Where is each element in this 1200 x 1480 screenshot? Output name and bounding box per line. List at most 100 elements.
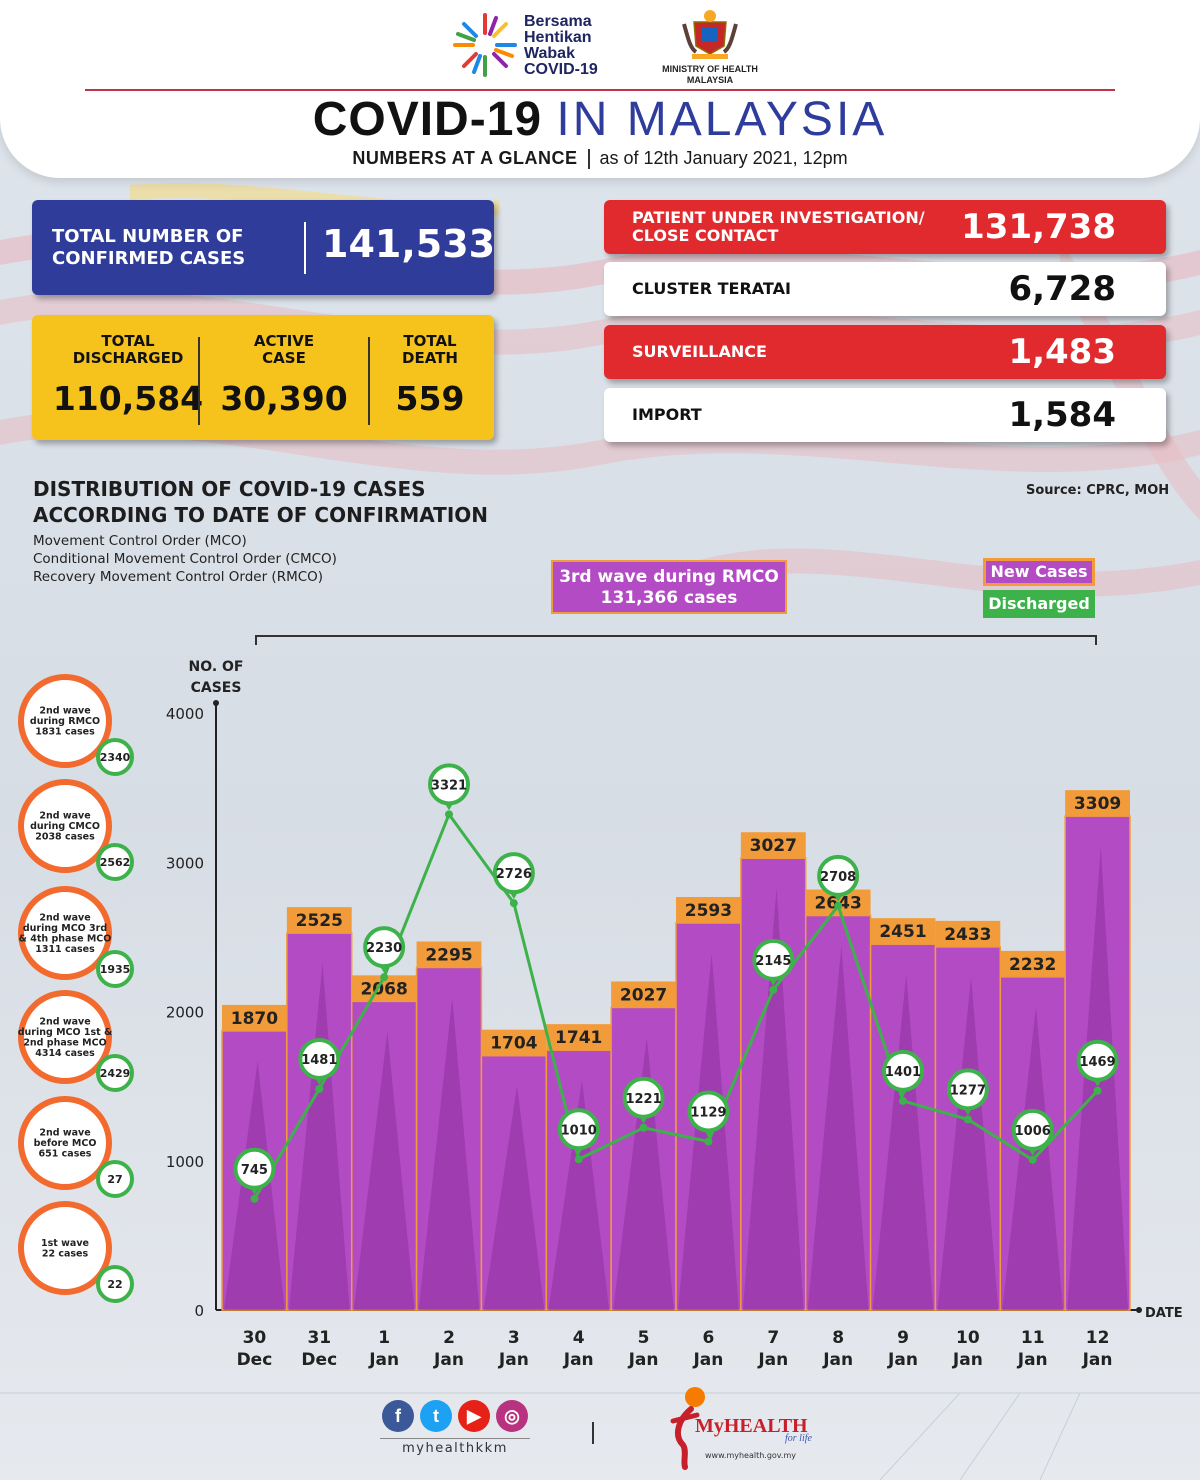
- wave-bubble-label: 1st wave 22 cases: [41, 1238, 89, 1260]
- wave-bubble: [18, 1201, 112, 1295]
- line-point: [963, 1115, 972, 1124]
- bersama-logo-text: Bersama Hentikan Wabak COVID-19: [524, 13, 598, 78]
- bar-value-label: 2525: [296, 911, 343, 931]
- twitter-icon[interactable]: t: [420, 1400, 452, 1432]
- bar-shade: [353, 1031, 415, 1310]
- wave-bubble: [18, 1096, 112, 1190]
- line-point: [509, 899, 518, 908]
- legend-new-cases: New Cases: [983, 558, 1095, 586]
- line-marker: [492, 852, 535, 895]
- death-label: TOTAL DEATH: [402, 332, 458, 367]
- status-stats-box: TOTAL DISCHARGED 110,584 ACTIVE CASE 30,…: [32, 315, 494, 440]
- bar-shade: [807, 945, 869, 1310]
- mco-notes: Movement Control Order (MCO) Conditional…: [33, 532, 337, 586]
- x-axis-end: [1136, 1307, 1142, 1313]
- y-tick-label: 3000: [166, 854, 204, 872]
- discharged-label: TOTAL DISCHARGED: [72, 332, 184, 367]
- line-marker: [882, 1049, 924, 1092]
- line-value-label: 1010: [561, 1123, 597, 1138]
- bar-value-label: 2593: [685, 901, 732, 921]
- wave-discharged-badge: [96, 1160, 134, 1198]
- line-value-label: 1277: [950, 1083, 986, 1098]
- line-point: [574, 1155, 583, 1164]
- wave-discharged-value: 27: [107, 1173, 122, 1186]
- bar-value-label: 2433: [944, 925, 991, 945]
- active-stat: ACTIVE CASE 30,390: [218, 332, 350, 419]
- wave-bubble: [18, 990, 112, 1084]
- line-value-label: 2708: [820, 870, 856, 885]
- bar-shade: [937, 976, 999, 1310]
- bar-value-label: 3027: [750, 836, 797, 856]
- line-value-label: 2230: [366, 941, 402, 956]
- x-tick-label: 4 Jan: [563, 1328, 594, 1370]
- bar-value-label-bg: [481, 1029, 547, 1056]
- wave-discharged-badge: [96, 738, 134, 776]
- line-marker: [622, 1076, 665, 1119]
- bar-value-label: 1741: [555, 1028, 602, 1048]
- line-value-label: 1469: [1079, 1055, 1115, 1070]
- line-value-label: 1129: [690, 1105, 726, 1120]
- line-marker: [1076, 1039, 1119, 1082]
- bersama-logo: Bersama Hentikan Wabak COVID-19: [450, 10, 625, 85]
- mco-note: Movement Control Order (MCO): [33, 533, 247, 549]
- line-point: [704, 1137, 713, 1146]
- wave-bubble-label: 2nd wave during MCO 1st & 2nd phase MCO 431…: [18, 1016, 113, 1059]
- bar-value-label-bg: [870, 918, 936, 945]
- title-part-1: COVID-19: [312, 93, 543, 146]
- bar-value-label-bg: [676, 896, 741, 923]
- facebook-icon[interactable]: f: [382, 1400, 414, 1432]
- bar-shade: [872, 974, 934, 1310]
- stat-divider: [368, 337, 370, 425]
- source-label: SURVEILLANCE: [632, 342, 767, 361]
- moh-logo-text: MINISTRY OF HEALTH MALAYSIA: [662, 64, 758, 85]
- source-box-cluster-teratai: CLUSTER TERATAI 6,728: [604, 262, 1166, 316]
- death-value: 559: [395, 379, 465, 418]
- bar-value-label-bg: [416, 941, 482, 968]
- wave-discharged-value: 2562: [100, 856, 131, 869]
- page-subtitle: NUMBERS AT A GLANCE as of 12th January 20…: [0, 148, 1200, 170]
- total-confirmed-value: 141,533: [322, 222, 496, 266]
- wave-discharged-value: 22: [107, 1278, 122, 1291]
- line-value-label: 745: [241, 1163, 268, 1178]
- wave-bubble: [18, 779, 112, 873]
- source-label: IMPORT: [632, 405, 702, 424]
- x-tick-label: 8 Jan: [822, 1328, 853, 1370]
- wave-discharged-badge: [96, 1265, 134, 1303]
- active-label: ACTIVE CASE: [253, 332, 315, 367]
- x-tick-label: 10 Jan: [952, 1328, 983, 1370]
- subtitle-bold: NUMBERS AT A GLANCE: [352, 148, 578, 168]
- source-box-puiclose-contact: PATIENT UNDER INVESTIGATION/ CLOSE CONTA…: [604, 200, 1166, 254]
- source-value: 6,728: [1008, 269, 1116, 309]
- x-tick-label: 5 Jan: [628, 1328, 659, 1370]
- wave-bubble-label: 2nd wave during MCO 3rd & 4th phase MCO 131…: [19, 912, 112, 955]
- myhealth-url: www.myhealth.gov.my: [705, 1451, 796, 1460]
- line-point: [1028, 1155, 1037, 1164]
- crest-icon: [682, 10, 738, 59]
- wave-discharged-badge: [96, 1054, 134, 1092]
- source-value: 131,738: [961, 207, 1116, 247]
- line-value-label: 2145: [755, 954, 791, 969]
- myhealth-logo[interactable]: MyHEALTH for life www.myhealth.gov.my: [665, 1385, 825, 1470]
- bar-value-label: 2295: [425, 945, 472, 965]
- wave3-label: 3rd wave during RMCO 131,366 cases: [551, 560, 787, 614]
- instagram-icon[interactable]: ◎: [496, 1400, 528, 1432]
- total-divider: [304, 222, 306, 274]
- source-value: 1,483: [1008, 332, 1116, 372]
- bar-value-label-bg: [935, 920, 1001, 947]
- x-tick-label: 30 Dec: [237, 1328, 273, 1370]
- myhealth-brand: MyHEALTH: [695, 1415, 808, 1437]
- line-marker: [687, 1090, 730, 1133]
- source-label: PATIENT UNDER INVESTIGATION/ CLOSE CONTA…: [632, 208, 925, 245]
- myhealth-tagline: for life: [785, 1433, 812, 1444]
- line-marker: [557, 1108, 600, 1151]
- total-confirmed-box: TOTAL NUMBER OF CONFIRMED CASES 141,533: [32, 200, 496, 295]
- line-point: [639, 1123, 648, 1132]
- line-marker: [298, 1037, 341, 1080]
- youtube-icon[interactable]: ▶: [458, 1400, 490, 1432]
- line-value-label: 2726: [496, 867, 532, 882]
- bar-value-label-bg: [611, 981, 676, 1008]
- subtitle-separator: [587, 149, 590, 170]
- wave-discharged-value: 2429: [100, 1067, 131, 1080]
- discharged-value: 110,584: [52, 379, 204, 418]
